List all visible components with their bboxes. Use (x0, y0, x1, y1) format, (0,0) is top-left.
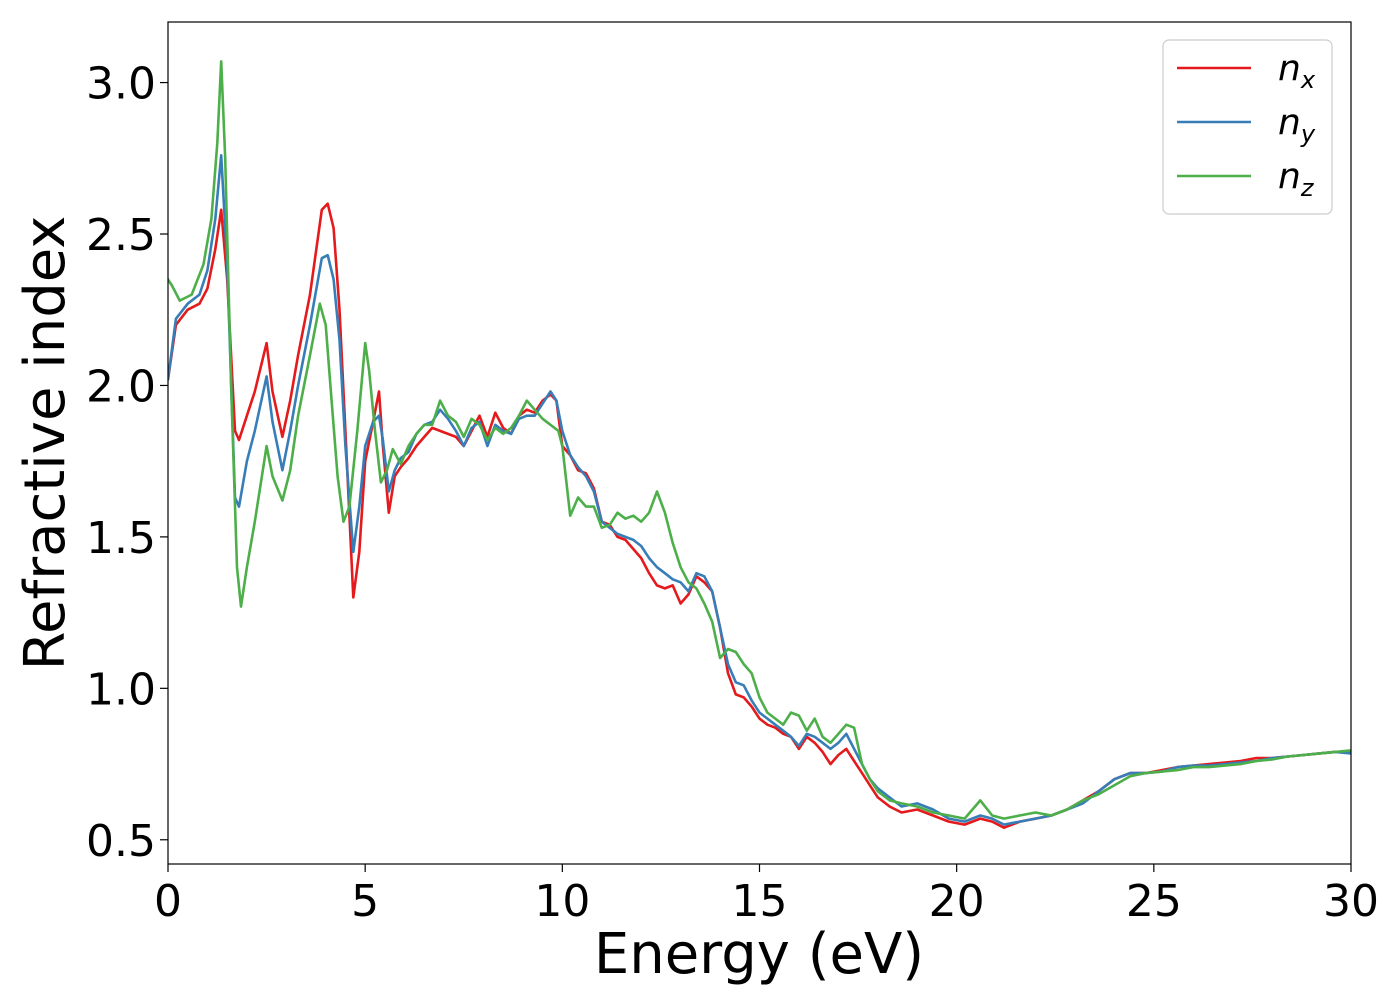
x-tick-label: 15 (732, 876, 788, 927)
series-line-nz (168, 60, 1351, 820)
x-tick-label: 25 (1126, 876, 1182, 927)
legend-label-subscript: y (1300, 120, 1316, 148)
x-tick-label: 5 (351, 876, 379, 927)
series-layer (168, 60, 1351, 829)
x-tick-label: 10 (534, 876, 590, 927)
y-tick-label: 3.0 (86, 59, 156, 110)
y-tick-label: 2.0 (86, 361, 156, 412)
x-axis-label: Energy (eV) (594, 922, 924, 987)
x-tick-label: 30 (1323, 876, 1379, 927)
x-tick-label: 0 (154, 876, 182, 927)
legend-box (1162, 39, 1333, 215)
y-tick-label: 0.5 (86, 816, 156, 867)
legend-label-ny: ny (1278, 102, 1316, 148)
y-tick-label: 1.5 (86, 513, 156, 564)
y-axis-label: Refractive index (13, 216, 78, 671)
legend-label-nx: nx (1278, 48, 1316, 94)
y-tick-label: 2.5 (86, 210, 156, 261)
series-line-ny (168, 154, 1351, 826)
x-tick-label: 20 (929, 876, 985, 927)
legend-label-main: n (1278, 156, 1301, 197)
legend-label-subscript: z (1300, 174, 1315, 202)
legend-label-nz: nz (1278, 156, 1315, 202)
x-axis-ticks: 0 5 10 15 20 25 30 (154, 864, 1379, 927)
legend-label-subscript: x (1300, 66, 1316, 94)
y-axis-ticks: 0.5 1.0 1.5 2.0 2.5 3.0 (86, 59, 168, 867)
y-tick-label: 1.0 (86, 664, 156, 715)
legend-label-main: n (1278, 102, 1301, 143)
legend-label-main: n (1278, 48, 1301, 89)
